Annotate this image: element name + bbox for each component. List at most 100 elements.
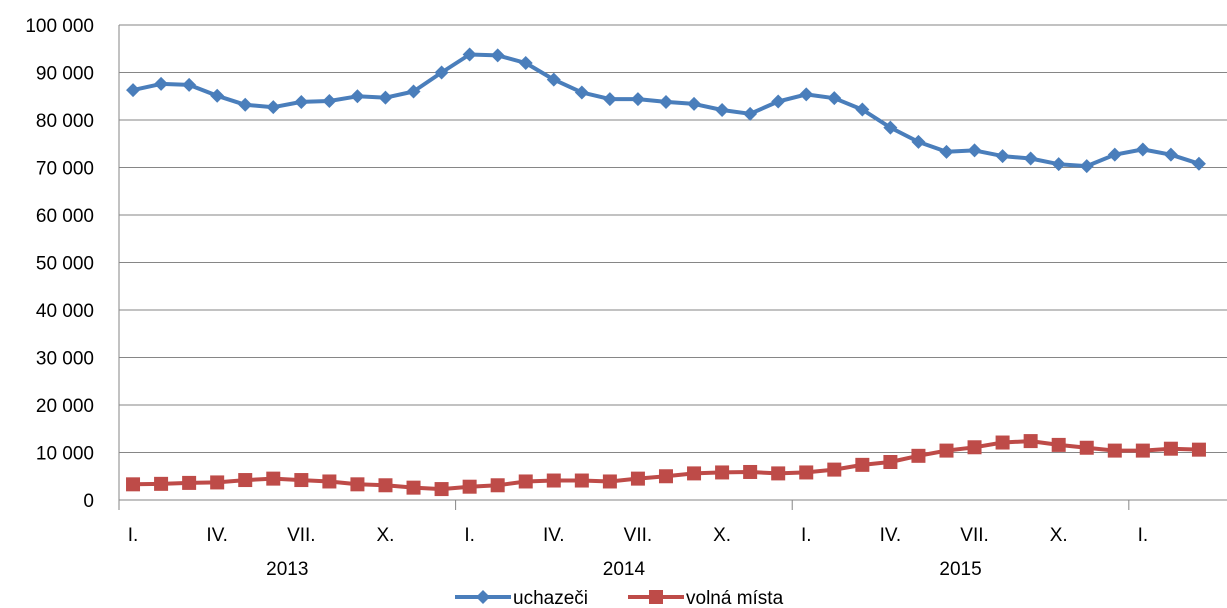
data-point-diamond: [574, 85, 589, 100]
data-point-diamond: [1191, 156, 1206, 171]
data-point-diamond: [883, 120, 898, 135]
data-point-diamond: [182, 77, 197, 92]
data-point-diamond: [266, 100, 281, 115]
data-point-square: [911, 448, 926, 463]
x-month-label: X.: [713, 525, 731, 546]
data-point-diamond: [602, 92, 617, 107]
y-tick-label: 60 000: [36, 206, 94, 227]
data-point-diamond: [490, 48, 505, 63]
data-point-diamond: [126, 83, 141, 98]
y-tick-label: 10 000: [36, 444, 94, 465]
data-point-diamond: [462, 47, 477, 62]
data-point-square: [266, 471, 281, 486]
data-point-square: [743, 464, 758, 479]
x-month-label: VII.: [287, 525, 316, 546]
y-tick-label: 40 000: [36, 301, 94, 322]
data-point-square: [1107, 443, 1122, 458]
data-point-square: [1163, 441, 1178, 456]
data-point-square: [799, 465, 814, 480]
y-tick-label: 80 000: [36, 111, 94, 132]
x-month-label: I.: [801, 525, 812, 546]
y-tick-label: 20 000: [36, 396, 94, 417]
data-point-diamond: [378, 90, 393, 105]
x-month-label: IV.: [880, 525, 902, 546]
data-point-square: [630, 471, 645, 486]
legend-label: uchazeči: [513, 588, 588, 608]
data-point-square: [462, 479, 477, 494]
data-point-square: [855, 457, 870, 472]
x-year-label: 2015: [939, 559, 981, 580]
data-point-diamond: [154, 76, 169, 91]
data-point-diamond: [1023, 151, 1038, 166]
data-point-diamond: [771, 94, 786, 109]
data-point-diamond: [658, 94, 673, 109]
data-point-square: [658, 469, 673, 484]
data-point-diamond: [939, 144, 954, 159]
data-point-diamond: [687, 96, 702, 111]
data-point-diamond: [294, 94, 309, 109]
x-month-label: X.: [377, 525, 395, 546]
x-month-label: X.: [1050, 525, 1068, 546]
data-point-diamond: [743, 106, 758, 121]
data-point-diamond: [799, 87, 814, 102]
series-volna-mista: [126, 434, 1206, 497]
data-point-square: [154, 476, 169, 491]
data-point-square: [322, 474, 337, 489]
data-point-diamond: [238, 97, 253, 112]
data-point-diamond: [995, 149, 1010, 164]
data-point-square: [715, 465, 730, 480]
x-month-label: VII.: [960, 525, 989, 546]
gridlines: [119, 24, 1227, 453]
data-point-square: [883, 455, 898, 469]
data-point-diamond: [1079, 159, 1094, 174]
y-tick-label: 0: [83, 491, 94, 512]
data-point-square: [406, 480, 421, 495]
data-point-square: [350, 477, 365, 492]
data-point-square: [939, 443, 954, 458]
data-point-square: [1051, 437, 1066, 452]
data-point-square: [771, 466, 786, 481]
y-tick-label: 50 000: [36, 254, 94, 275]
y-tick-label: 70 000: [36, 159, 94, 180]
data-point-diamond: [1135, 142, 1150, 157]
x-year-label: 2014: [603, 559, 646, 580]
data-point-square: [967, 440, 982, 455]
y-tick-label: 90 000: [36, 64, 94, 85]
data-point-square: [1191, 442, 1206, 457]
data-point-diamond: [350, 89, 365, 104]
data-point-diamond: [210, 88, 225, 103]
x-axis: I. IV. VII. X. I. IV. VII. X. I. IV. VII. X. I. 2013 2…: [118, 25, 1227, 580]
data-point-diamond: [911, 134, 926, 149]
y-axis-tick-labels: 0 10 000 20 000 30 000 40 000 50 000 60 000 70 …: [25, 16, 94, 512]
data-point-diamond: [518, 56, 533, 70]
data-point-square: [182, 475, 197, 490]
series-line: [132, 52, 1200, 169]
data-point-square: [126, 477, 141, 492]
data-point-square: [1023, 434, 1038, 449]
x-month-label: I.: [128, 525, 139, 546]
data-point-square: [1135, 443, 1150, 458]
legend: uchazeči volná místa: [455, 588, 784, 608]
legend-marker-diamond: [476, 590, 490, 604]
data-point-square: [602, 474, 617, 489]
data-point-diamond: [827, 91, 842, 106]
data-point-diamond: [322, 94, 337, 108]
data-point-diamond: [855, 102, 870, 117]
data-point-diamond: [546, 72, 561, 87]
data-point-diamond: [1107, 147, 1122, 162]
x-year-label: 2013: [266, 559, 308, 580]
data-point-square: [490, 478, 505, 493]
data-point-diamond: [630, 92, 645, 107]
data-point-square: [378, 478, 393, 493]
data-point-square: [687, 466, 702, 481]
x-month-label: IV.: [543, 525, 565, 546]
legend-item: uchazeči: [455, 588, 588, 608]
data-point-square: [995, 435, 1010, 450]
data-point-diamond: [715, 103, 730, 118]
x-month-label: I.: [1138, 525, 1149, 546]
series-uchazeci: [126, 47, 1206, 174]
legend-label: volná místa: [686, 588, 784, 608]
data-point-square: [546, 473, 561, 488]
data-point-square: [1079, 440, 1094, 455]
x-month-label: VII.: [624, 525, 653, 546]
